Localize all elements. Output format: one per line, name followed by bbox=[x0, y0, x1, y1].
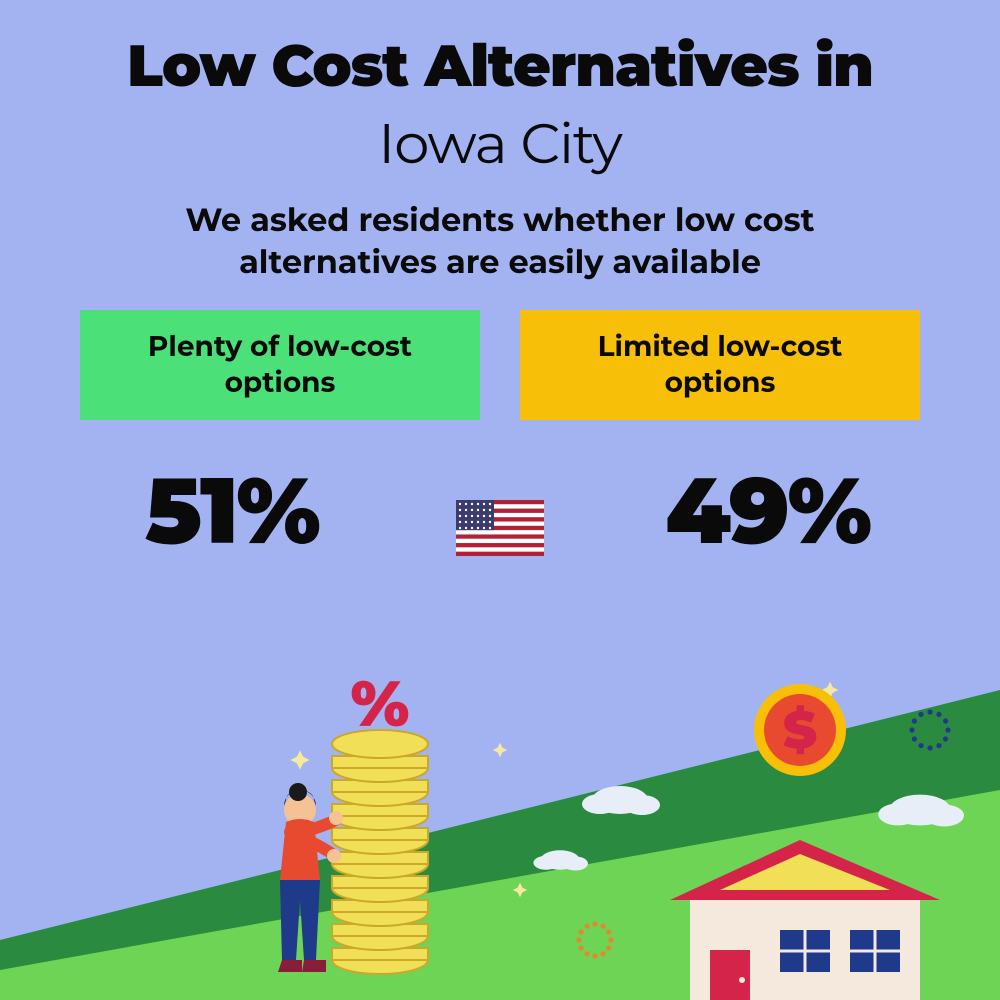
percent-left: 51% bbox=[145, 455, 319, 567]
illustration-scene: $% bbox=[0, 630, 1000, 1000]
svg-text:$: $ bbox=[783, 699, 817, 762]
title-line1: Low Cost Alternatives in bbox=[0, 30, 1000, 101]
us-flag-icon bbox=[456, 500, 544, 556]
percent-right: 49% bbox=[665, 455, 870, 567]
infographic-canvas: Low Cost Alternatives in Iowa City We as… bbox=[0, 0, 1000, 1000]
option-plenty-box: Plenty of low-cost options bbox=[80, 310, 480, 420]
subtitle-text: We asked residents whether low cost alte… bbox=[100, 200, 900, 283]
title-line2: Iowa City bbox=[0, 110, 1000, 178]
option-limited-box: Limited low-cost options bbox=[520, 310, 920, 420]
option-limited-label: Limited low-cost options bbox=[560, 329, 880, 402]
svg-text:%: % bbox=[351, 665, 410, 743]
option-plenty-label: Plenty of low-cost options bbox=[120, 329, 440, 402]
